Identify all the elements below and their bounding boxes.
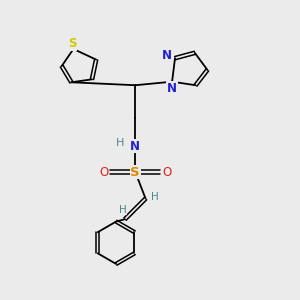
Text: H: H [116, 138, 124, 148]
Text: H: H [119, 205, 127, 215]
Text: O: O [99, 166, 108, 178]
Text: S: S [130, 166, 140, 178]
Text: N: N [130, 140, 140, 153]
Text: S: S [68, 37, 76, 50]
Text: N: N [167, 82, 177, 95]
Text: N: N [162, 49, 172, 62]
Text: H: H [151, 192, 159, 202]
Text: O: O [162, 166, 171, 178]
